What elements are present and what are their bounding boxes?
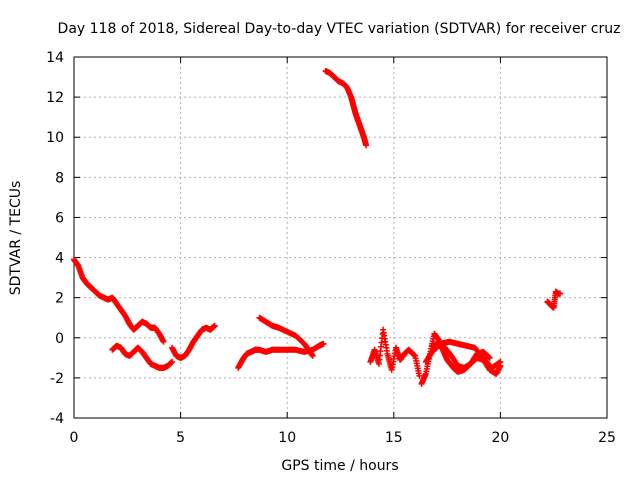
data-point	[363, 142, 370, 149]
series-track-7	[322, 68, 370, 149]
series-track-12	[544, 288, 564, 311]
data-point	[160, 338, 167, 345]
data-point	[169, 358, 176, 365]
plot-frame	[73, 56, 608, 419]
y-tick-label: 14	[46, 50, 64, 66]
series-track-11	[429, 338, 504, 371]
y-tick-label: -4	[50, 411, 64, 427]
y-tick-label: 8	[55, 170, 64, 186]
data-point	[211, 322, 218, 329]
data-point	[416, 372, 423, 379]
x-tick-label: 0	[70, 430, 79, 446]
y-tick-label: 2	[55, 291, 64, 307]
x-tick-label: 20	[491, 430, 509, 446]
series-track-1	[71, 256, 146, 333]
series-track-4	[169, 322, 218, 361]
series-track-3	[109, 342, 176, 371]
series-track-8	[367, 326, 423, 379]
data-point	[497, 358, 504, 365]
y-axis-label: SDTVAR / TECUs	[8, 181, 24, 296]
x-tick-label: 15	[385, 430, 403, 446]
data-point	[496, 359, 503, 366]
data-point	[320, 340, 327, 347]
x-tick-label: 10	[278, 430, 296, 446]
x-tick-label: 25	[598, 430, 616, 446]
data-points	[71, 68, 564, 387]
data-point	[485, 354, 492, 361]
y-tick-label: 12	[46, 90, 64, 106]
data-point	[411, 352, 418, 359]
grid-lines	[74, 57, 607, 418]
series-track-2	[139, 318, 167, 345]
data-point	[486, 354, 493, 361]
y-tick-label: 6	[55, 210, 64, 226]
x-tick-label: 5	[176, 430, 185, 446]
data-point	[309, 352, 316, 359]
y-tick-label: -2	[50, 371, 64, 387]
series-track-6	[256, 314, 316, 359]
axes: 0 5 10 15 20 25 -4 -2 0 2 4 6 8 10 12 14	[46, 50, 616, 446]
chart-title: Day 118 of 2018, Sidereal Day-to-day VTE…	[58, 21, 621, 37]
series-track-10	[422, 342, 493, 371]
x-axis-label: GPS time / hours	[281, 458, 398, 474]
y-tick-label: 4	[55, 251, 64, 267]
y-tick-label: 10	[46, 130, 64, 146]
y-tick-label: 0	[55, 331, 64, 347]
series-track-9	[418, 330, 504, 387]
data-point	[557, 290, 564, 297]
